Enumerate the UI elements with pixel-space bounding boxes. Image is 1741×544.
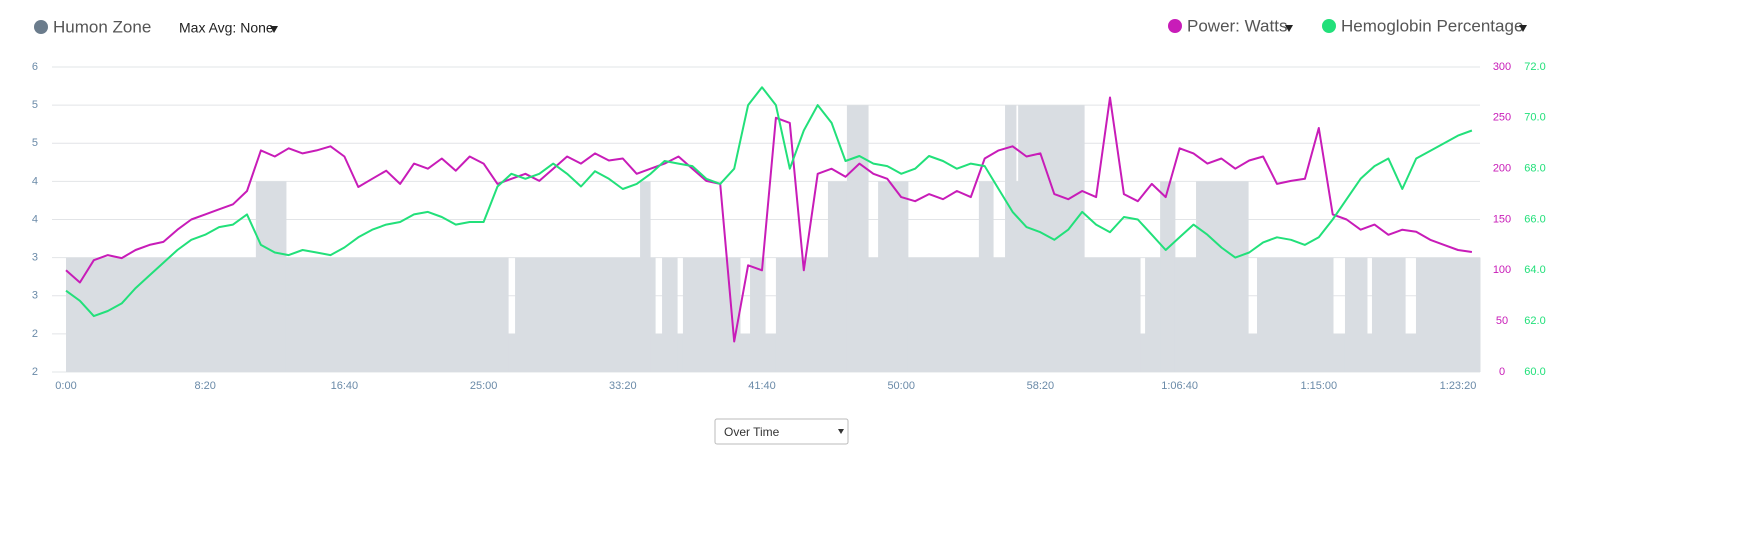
y3-tick-label: 64.0 <box>1524 264 1545 276</box>
zone-step <box>775 257 829 372</box>
view-select-label[interactable]: Over Time <box>724 425 780 439</box>
dropdown-caret <box>838 429 844 434</box>
zone-step <box>1405 333 1417 372</box>
zone-step <box>1480 257 1481 372</box>
legend-label[interactable]: Power: Watts <box>1187 16 1287 35</box>
dropdown-caret <box>1285 25 1293 32</box>
series-line <box>65 86 1473 318</box>
y3-tick-label: 72.0 <box>1524 61 1545 73</box>
zone-step <box>993 257 1006 372</box>
y-tick-label: 2 <box>32 328 38 340</box>
view-select[interactable] <box>714 418 849 445</box>
y2-tick-label: 150 <box>1493 213 1511 225</box>
y3-tick-label: 68.0 <box>1524 163 1545 175</box>
zone-step <box>508 333 516 372</box>
dropdown-caret <box>270 26 278 33</box>
zone-step <box>1415 257 1481 372</box>
zone-step <box>677 333 684 372</box>
zone-step <box>285 257 509 372</box>
zone-step <box>907 257 980 372</box>
x-tick-label: 0:00 <box>55 380 76 392</box>
zone-step <box>640 181 651 372</box>
zone-step <box>1084 257 1141 372</box>
zone-step <box>978 181 994 372</box>
zone-step <box>1333 333 1346 372</box>
zone-step <box>650 257 656 372</box>
zone-step <box>1015 181 1019 372</box>
x-tick-label: 50:00 <box>887 380 915 392</box>
zone-step <box>255 181 287 372</box>
zone-step <box>1248 333 1258 372</box>
zone-step <box>846 105 869 372</box>
y3-tick-label: 60.0 <box>1524 366 1545 378</box>
y2-tick-label: 300 <box>1493 61 1511 73</box>
y2-tick-label: 100 <box>1493 264 1511 276</box>
legend-marker <box>1168 19 1182 33</box>
y3-tick-label: 66.0 <box>1524 213 1545 225</box>
zone-step <box>1196 181 1249 372</box>
legend-marker <box>1322 19 1336 33</box>
y-tick-label: 3 <box>32 252 38 264</box>
x-tick-label: 8:20 <box>194 380 215 392</box>
x-tick-label: 58:20 <box>1027 380 1055 392</box>
zone-step <box>1145 257 1161 372</box>
max-avg-control[interactable]: Max Avg: None <box>179 20 274 36</box>
zone-step <box>1174 257 1197 372</box>
zone-step <box>740 333 751 372</box>
zone-step <box>765 333 777 372</box>
zone-step <box>827 181 848 372</box>
zone-step <box>1140 333 1146 372</box>
y-tick-label: 4 <box>32 213 38 225</box>
zone-step <box>1005 105 1017 372</box>
y2-tick-label: 200 <box>1493 163 1511 175</box>
y-tick-label: 2 <box>32 366 38 378</box>
zone-step <box>878 181 909 372</box>
x-tick-label: 33:20 <box>609 380 637 392</box>
y3-tick-label: 70.0 <box>1524 112 1545 124</box>
x-tick-label: 1:23:20 <box>1440 380 1477 392</box>
zone-step <box>515 257 641 372</box>
legend-label[interactable]: Humon Zone <box>53 17 151 36</box>
y-tick-label: 5 <box>32 99 38 111</box>
series-line <box>65 96 1473 343</box>
x-tick-label: 16:40 <box>331 380 359 392</box>
y2-tick-label: 50 <box>1496 315 1508 327</box>
x-tick-label: 41:40 <box>748 380 776 392</box>
y-tick-label: 5 <box>32 137 38 149</box>
y-tick-label: 4 <box>32 175 38 187</box>
zone-step <box>868 257 879 372</box>
legend-marker <box>34 20 48 34</box>
y-tick-label: 3 <box>32 290 38 302</box>
zone-step <box>1366 333 1373 372</box>
zone-step <box>1371 257 1406 372</box>
x-tick-label: 1:06:40 <box>1161 380 1198 392</box>
y2-tick-label: 0 <box>1499 366 1505 378</box>
dropdown-caret <box>1519 25 1527 32</box>
zone-step <box>1257 257 1334 372</box>
x-tick-label: 25:00 <box>470 380 498 392</box>
y-tick-label: 6 <box>32 61 38 73</box>
zone-step <box>1160 181 1176 372</box>
x-tick-label: 1:15:00 <box>1300 380 1337 392</box>
y2-tick-label: 250 <box>1493 112 1511 124</box>
zone-step <box>655 333 663 372</box>
legend-label[interactable]: Hemoglobin Percentage <box>1341 16 1523 35</box>
y3-tick-label: 62.0 <box>1524 315 1545 327</box>
zone-step <box>662 257 678 372</box>
zone-step <box>1344 257 1368 372</box>
zone-step <box>750 257 766 372</box>
